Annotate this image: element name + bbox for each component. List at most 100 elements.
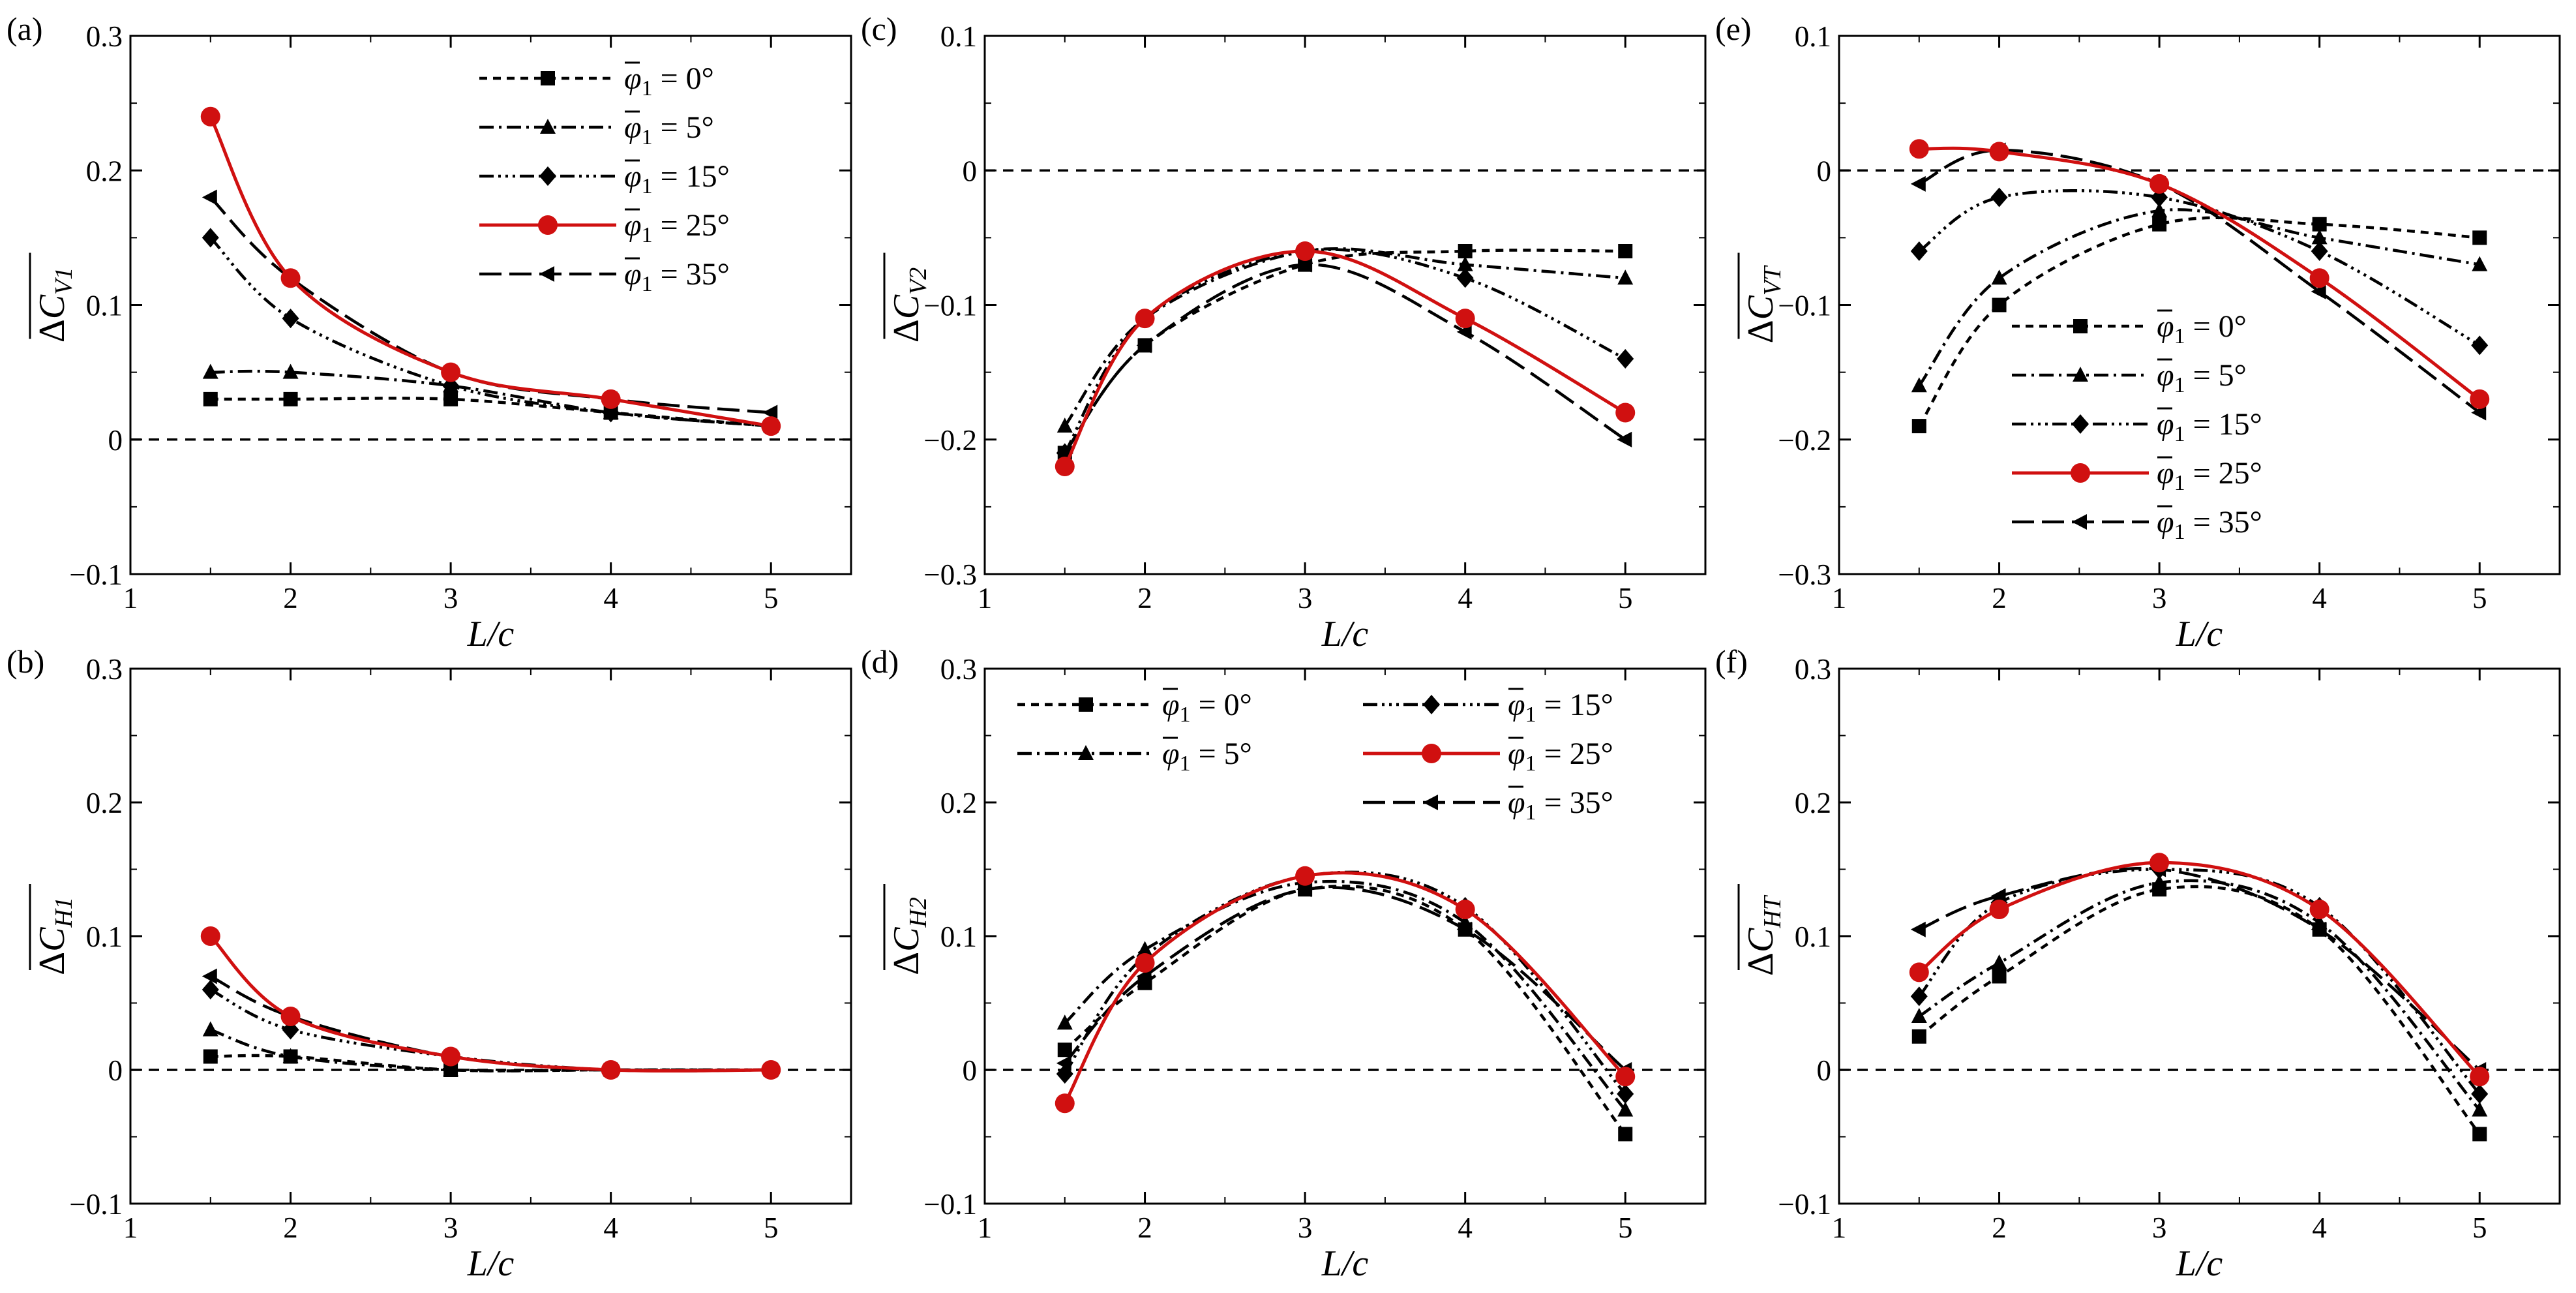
data-point [2311, 229, 2328, 245]
x-tick-label: 5 [1618, 1211, 1633, 1244]
series-line [210, 397, 771, 428]
y-tick-label: −0.3 [1778, 558, 1831, 591]
data-point [1910, 921, 1926, 937]
panel-label: (e) [1715, 10, 1752, 47]
plot-frame [983, 35, 1707, 575]
series-line [1919, 146, 2481, 401]
y-tick-label: 0 [108, 424, 123, 457]
plot-frame [1838, 35, 2561, 575]
series-0deg [1911, 216, 2487, 434]
x-tick-label: 4 [2312, 1211, 2327, 1244]
series-line [1063, 870, 1626, 1095]
legend-label: φ1 = 5° [1162, 737, 1252, 776]
data-point [2311, 921, 2326, 937]
y-tick-label: 0.1 [940, 20, 977, 53]
data-point [1991, 954, 2007, 969]
data-point [283, 391, 298, 406]
x-axis-label: L/c [1321, 1243, 1369, 1284]
panel-b: 1 2 3 4 5 −0.1 0 0.1 0.2 0.3 (b) L/c ΔCH1 [7, 643, 852, 1284]
data-point [2149, 174, 2170, 194]
data-point [1617, 1101, 1634, 1117]
data-point [202, 363, 218, 379]
y-tick-label: −0.1 [923, 290, 977, 322]
data-point [282, 363, 299, 379]
data-point [202, 968, 217, 984]
data-point [1456, 324, 1472, 340]
x-tick-label: 3 [1298, 1211, 1313, 1244]
data-point [1615, 1067, 1636, 1087]
legend-entry: φ1 = 35° [479, 257, 730, 296]
data-point [601, 1060, 621, 1080]
x-tick-label: 4 [603, 582, 618, 615]
series-15deg [202, 980, 780, 1080]
y-tick-label: −0.2 [1778, 424, 1831, 457]
y-tick-label: 0.1 [940, 920, 977, 953]
legend-label: φ1 = 35° [624, 257, 730, 296]
series-line [1918, 860, 2481, 1078]
y-tick-label: 0.2 [940, 787, 977, 819]
legend-label: φ1 = 25° [624, 208, 730, 247]
series-0deg [1057, 244, 1633, 461]
legend-marker [540, 119, 556, 134]
x-tick-label: 1 [978, 1211, 993, 1244]
legend-marker [2072, 514, 2087, 530]
legend-entry: φ1 = 25° [1363, 737, 1613, 776]
legend-label: φ1 = 25° [1508, 737, 1613, 776]
series-line [1063, 263, 1626, 454]
data-point [2472, 230, 2487, 245]
legend-label: φ1 = 15° [2157, 407, 2262, 446]
legend-marker [2073, 367, 2088, 382]
legend: φ1 = 0° φ1 = 5° φ1 = 15° φ1 = 25° φ1 = 35° [479, 61, 730, 296]
series-35deg [1056, 256, 1632, 461]
series-line [1063, 249, 1626, 468]
series-5deg [1911, 202, 2488, 393]
y-tick-label: 0 [1817, 1054, 1832, 1087]
x-tick-label: 4 [1458, 1211, 1473, 1244]
y-tick-label: −0.1 [1778, 290, 1831, 322]
plot-frame [1838, 667, 2561, 1205]
y-tick-label: −0.1 [923, 1188, 977, 1221]
series-5deg [1911, 874, 2488, 1117]
series-25deg [1055, 866, 1636, 1114]
data-point [202, 189, 217, 205]
legend-entry: φ1 = 5° [1017, 737, 1252, 776]
y-tick-label: 0.3 [940, 653, 977, 686]
y-axis-label: ΔCV2 [883, 252, 932, 342]
data-point [1456, 921, 1472, 937]
data-point [1992, 969, 2007, 984]
y-axis-label-text: ΔCH2 [886, 897, 932, 975]
series-25deg [200, 926, 781, 1080]
series-line [1064, 885, 1626, 1135]
legend-label: φ1 = 35° [1508, 785, 1613, 825]
legend-label: φ1 = 5° [2157, 358, 2247, 397]
legend-label: φ1 = 35° [2157, 505, 2262, 544]
y-tick-label: 0.1 [1795, 20, 1831, 53]
y-tick-label: 0.1 [86, 920, 123, 953]
data-point [202, 1021, 218, 1037]
data-point [1991, 269, 2007, 285]
data-point [280, 268, 301, 288]
y-axis-label-text: ΔCH1 [32, 897, 78, 975]
series-line [1064, 886, 1626, 1071]
data-point [1296, 256, 1312, 273]
data-point [1911, 1008, 1927, 1023]
legend-marker [1079, 697, 1093, 712]
data-point [1295, 866, 1315, 886]
data-point [1055, 1093, 1075, 1114]
x-tick-label: 3 [443, 582, 458, 615]
series-0deg [1911, 882, 2487, 1142]
x-tick-label: 4 [2312, 582, 2327, 615]
data-point [202, 980, 219, 999]
data-point [1990, 888, 2006, 904]
legend-marker [1422, 744, 1441, 763]
data-point [1992, 297, 2007, 312]
x-tick-label: 5 [1618, 582, 1633, 615]
data-point [1911, 419, 1926, 434]
data-point [2151, 202, 2168, 218]
legend-entry: φ1 = 0° [1017, 688, 1252, 727]
data-point [1136, 968, 1152, 984]
legend-entry: φ1 = 15° [1363, 688, 1613, 727]
data-point [761, 1060, 781, 1080]
series-line [1917, 216, 2480, 427]
